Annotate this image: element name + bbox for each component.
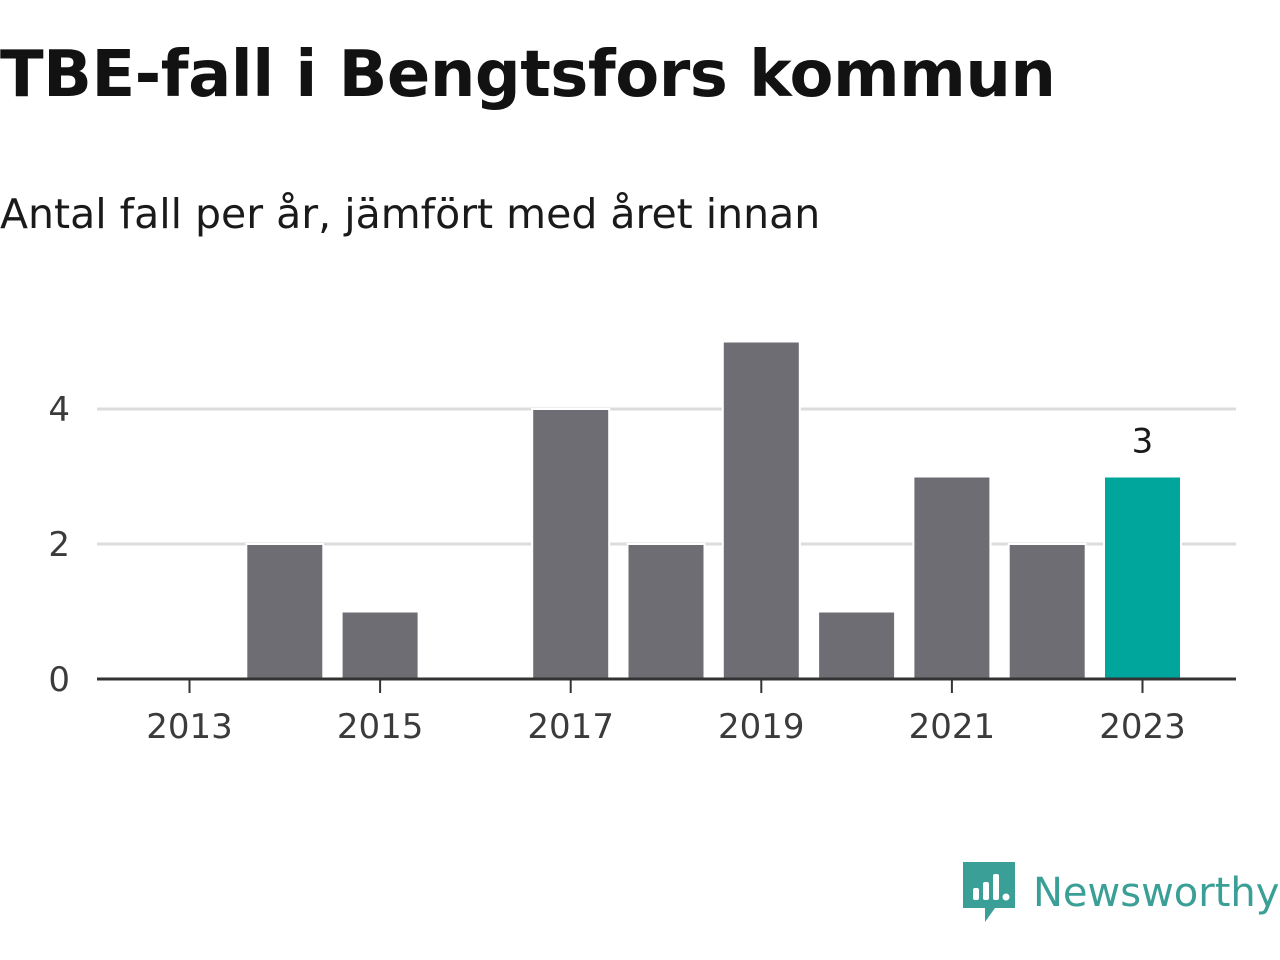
- bar-2020: [817, 610, 897, 680]
- bar-2019: [721, 340, 801, 680]
- y-tick-label: 2: [48, 525, 70, 565]
- x-tick-label: 2015: [337, 707, 424, 747]
- axes: [97, 677, 1236, 693]
- bar-2014: [245, 543, 325, 680]
- data-label-2023: 3: [1132, 422, 1154, 462]
- brand-name: Newsworthy: [1033, 870, 1280, 916]
- y-tick-label: 0: [48, 660, 70, 700]
- brand-logo: Newsworthy: [963, 862, 1279, 924]
- newsworthy-logo-icon: [963, 862, 1015, 922]
- grid-lines: [97, 407, 1236, 546]
- bar-2023: [1103, 475, 1182, 680]
- bar-2017: [531, 408, 611, 680]
- x-tick-label: 2023: [1099, 707, 1186, 747]
- x-tick-label: 2017: [527, 707, 614, 747]
- bar-2021: [912, 475, 992, 680]
- bars: [245, 340, 1182, 680]
- chart-subtitle: Antal fall per år, jämfört med året inna…: [0, 190, 821, 238]
- x-tick-label: 2013: [146, 707, 233, 747]
- bar-2015: [340, 610, 420, 680]
- x-tick-label: 2019: [718, 707, 805, 747]
- bar-2018: [626, 543, 706, 680]
- labels: 0 2 4 2013 2015 2017 2019 2021 2023 3: [48, 390, 1185, 747]
- bar-2022: [1007, 543, 1087, 680]
- chart-title: TBE-fall i Bengtsfors kommun: [0, 38, 1056, 112]
- x-tick-label: 2021: [909, 707, 996, 747]
- y-tick-label: 4: [48, 390, 70, 430]
